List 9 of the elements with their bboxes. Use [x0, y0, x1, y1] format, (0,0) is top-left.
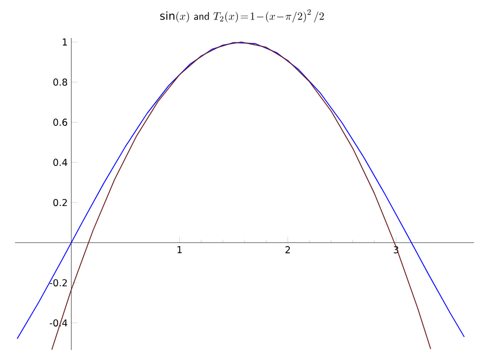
y-tick-label: 0.6 — [53, 118, 68, 126]
y-tick-label: 0.2 — [53, 198, 67, 206]
y-tick-label: 0.8 — [53, 78, 68, 86]
x-tick-label: 2 — [285, 246, 290, 254]
y-tick-label: 0.4 — [53, 158, 68, 166]
chart-title: $\sin(x)\ \mathsf{and}\ T_{2}(x)\!=\!1\!-\!\left(x\!-\!\pi/2\right)^{2}/2$ — [160, 9, 324, 22]
y-tick-label: 1 — [62, 38, 67, 46]
x-tick-label: 1 — [178, 246, 182, 254]
y-tick-label: -0.2 — [50, 279, 67, 286]
